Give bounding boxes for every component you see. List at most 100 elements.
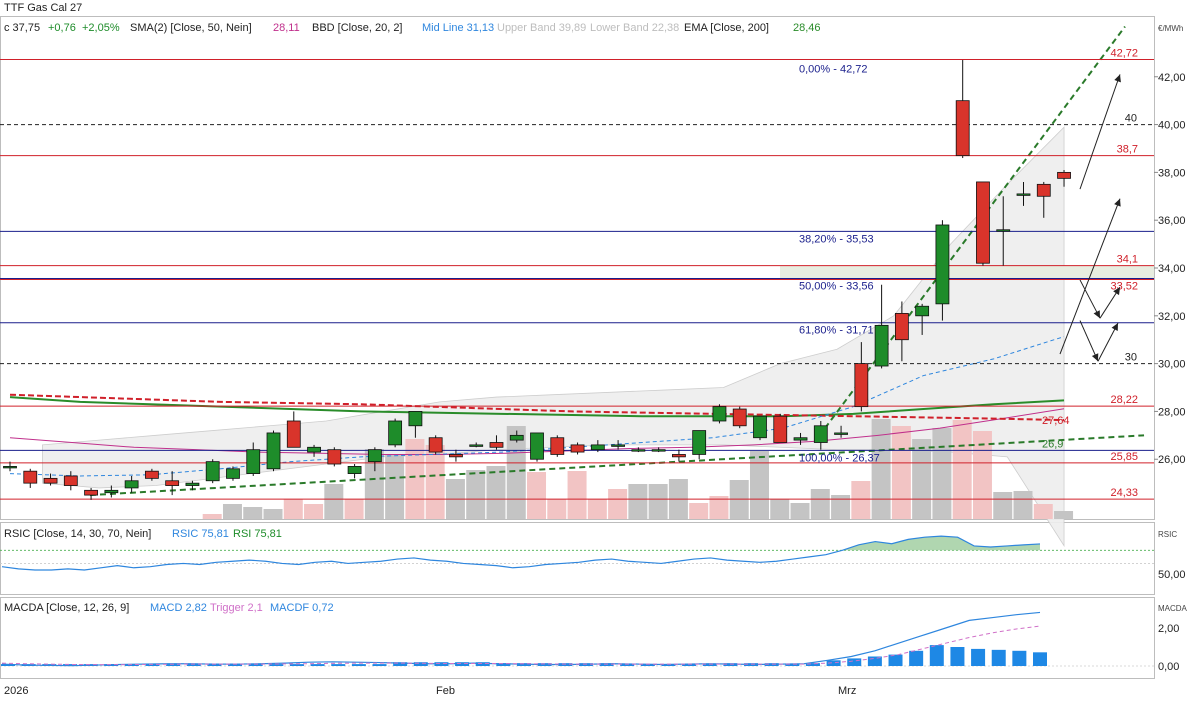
volume-bar xyxy=(567,471,587,519)
rsi-tick-label: 50,00 xyxy=(1158,569,1186,581)
candle-body xyxy=(753,415,767,439)
quote-change: +0,76 xyxy=(48,22,76,34)
macd-hist-bar xyxy=(1033,652,1047,666)
rsi-axis-title: RSIC xyxy=(1158,530,1177,539)
chart-title: TTF Gas Cal 27 xyxy=(4,2,82,14)
macd-tick-label-0: 0,00 xyxy=(1158,661,1179,673)
sma-label: SMA(2) [Close, 50, Nein] xyxy=(130,22,252,34)
volume-bar xyxy=(1013,491,1033,519)
macd-hist-bar xyxy=(805,663,820,666)
annotation-arrow xyxy=(1059,198,1121,355)
x-axis-label-feb: Feb xyxy=(436,685,455,697)
macd-label: MACDA [Close, 12, 26, 9] xyxy=(4,602,129,614)
ema-line xyxy=(9,396,1065,418)
macd-hist-bar xyxy=(1012,650,1027,666)
macd-hist-bar xyxy=(971,648,986,666)
candle-body xyxy=(226,468,240,479)
y-axis-unit: €/MWh xyxy=(1158,24,1183,33)
resistance-label: 28,22 xyxy=(1110,394,1138,406)
volume-bar xyxy=(344,499,364,519)
annotation-arrow xyxy=(1079,320,1099,362)
volume-bar xyxy=(385,454,405,519)
fib-label: 38,20% - 35,53 xyxy=(799,233,874,245)
macd-hist-bar xyxy=(475,662,490,666)
macd-hist-bar xyxy=(785,664,800,666)
candle-body xyxy=(672,454,686,458)
y-tick-label: 28,00 xyxy=(1158,406,1186,418)
rsi-panel-frame xyxy=(0,522,1155,595)
fib-label: 100,00% - 26,37 xyxy=(799,452,880,464)
macdf-value: MACDF 0,72 xyxy=(270,602,334,614)
volume-bar xyxy=(263,509,283,519)
candles xyxy=(3,60,1071,500)
rsi-series xyxy=(0,535,1154,571)
volume-bar xyxy=(891,426,911,519)
volume-bar xyxy=(851,481,871,519)
volume-bar xyxy=(1033,504,1053,519)
candle-body xyxy=(43,477,58,484)
macd-hist-bar xyxy=(455,662,470,666)
y-tick-label: 26,00 xyxy=(1158,454,1186,466)
candle-body xyxy=(347,466,362,474)
candle-body xyxy=(590,444,605,451)
macd-hist-bar xyxy=(867,656,882,666)
volume-bar xyxy=(628,484,648,519)
volume-bar xyxy=(608,489,628,519)
volume-bar xyxy=(304,504,324,519)
candle-body xyxy=(307,446,321,453)
candle-body xyxy=(165,480,180,486)
candle-body xyxy=(286,420,301,448)
candle-body xyxy=(388,420,403,446)
candle-body xyxy=(894,313,909,341)
macd-hist-bar xyxy=(702,664,717,666)
trigger-line xyxy=(1,625,1041,666)
candle-body xyxy=(530,432,544,460)
volume-bar xyxy=(689,503,709,519)
candle-body xyxy=(955,100,970,157)
candle-body xyxy=(915,305,930,317)
macd-hist-bar xyxy=(145,664,160,666)
macd-hist-bar xyxy=(929,645,944,666)
candle-body xyxy=(712,406,727,422)
volume-bar xyxy=(810,489,830,519)
bbd-lower: Lower Band 22,38 xyxy=(590,22,679,34)
y-tick-label: 30,00 xyxy=(1158,359,1186,371)
bbd-label: BBD [Close, 20, 2] xyxy=(312,22,403,34)
annotation-arrowhead xyxy=(1091,353,1099,362)
candle-body xyxy=(489,442,504,448)
resistance-label: 42,72 xyxy=(1110,48,1138,60)
trend-label-26: 26,9 xyxy=(1042,439,1063,451)
rsi-value: RSI 75,81 xyxy=(233,528,282,540)
macd-hist-bar xyxy=(620,664,635,666)
volume-bar xyxy=(831,495,851,519)
fib-label: 61,80% - 31,71 xyxy=(799,325,874,337)
macd-hist-bar xyxy=(661,664,676,666)
resistance-label: 25,85 xyxy=(1110,451,1138,463)
volume-bar xyxy=(972,431,992,519)
macd-hist-bar xyxy=(640,664,655,666)
volume-bar xyxy=(871,419,891,519)
volume-bar xyxy=(405,439,425,519)
annotation-arrowhead xyxy=(1113,287,1120,296)
volume-bar xyxy=(425,445,445,519)
candle-body xyxy=(1057,171,1071,179)
trendline-lower xyxy=(89,434,1145,497)
candle-body xyxy=(246,449,261,474)
volume-bar xyxy=(932,428,952,519)
macd-hist-bar xyxy=(351,664,366,666)
candle-body xyxy=(84,489,98,496)
macd-hist-bar xyxy=(847,658,862,666)
macd-hist-bar xyxy=(888,654,903,666)
volume-bar xyxy=(222,504,242,519)
volume-bar xyxy=(547,499,567,519)
y-tick-label: 42,00 xyxy=(1158,72,1186,84)
candle-body xyxy=(996,229,1011,232)
candle-body xyxy=(509,434,524,441)
volume-bar xyxy=(648,484,668,519)
volume-bar xyxy=(466,470,486,519)
x-axis-label-mrz: Mrz xyxy=(838,685,856,697)
volume-bar xyxy=(749,451,769,519)
level-label: 40 xyxy=(1125,113,1137,125)
volume-bar xyxy=(527,472,547,519)
